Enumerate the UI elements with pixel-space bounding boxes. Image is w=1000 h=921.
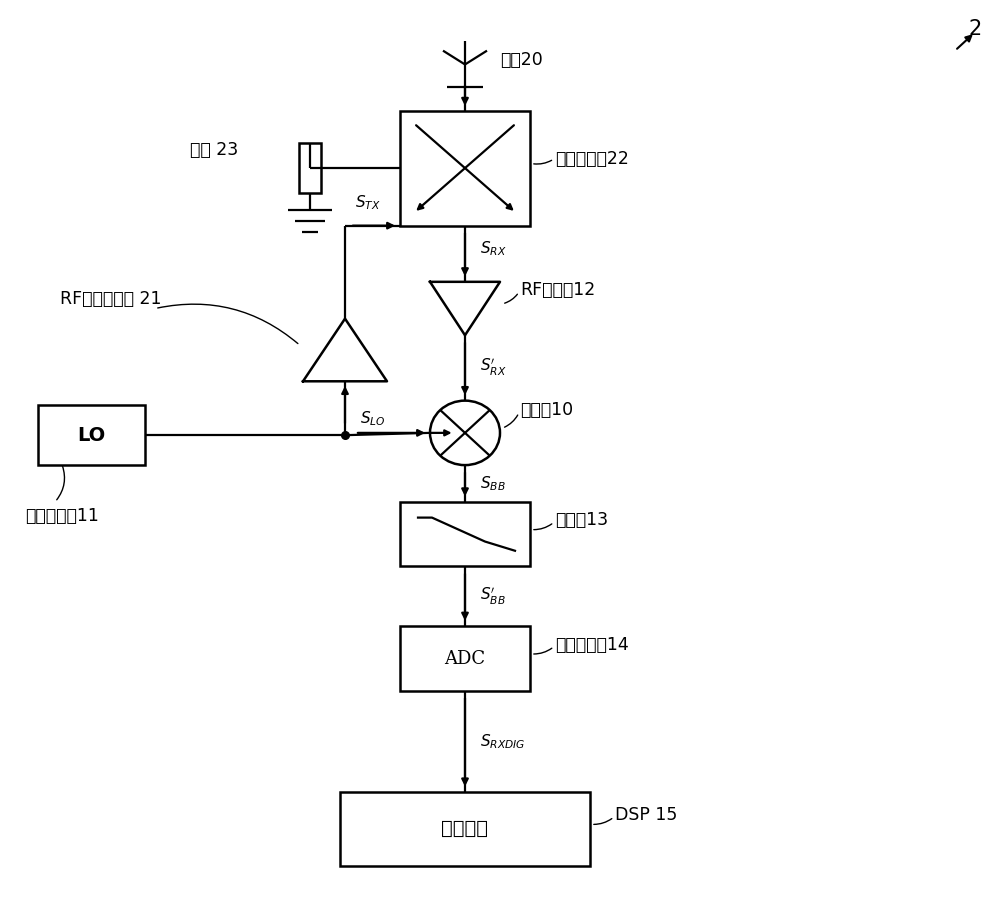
Text: 信号处理: 信号处理 xyxy=(441,820,488,838)
Text: $S_{RX}^{\prime}$: $S_{RX}^{\prime}$ xyxy=(480,357,507,379)
Text: 本机振荡器11: 本机振荡器11 xyxy=(25,507,99,525)
Text: RF功率放大器 21: RF功率放大器 21 xyxy=(60,290,162,309)
Bar xyxy=(400,502,530,566)
Text: 2: 2 xyxy=(968,19,982,40)
Text: RF放大器12: RF放大器12 xyxy=(520,281,595,299)
Text: $S_{BB}^{\prime}$: $S_{BB}^{\prime}$ xyxy=(480,586,506,607)
Text: 终端 23: 终端 23 xyxy=(190,141,238,158)
Text: 模数转换器14: 模数转换器14 xyxy=(555,635,629,654)
Text: $S_{BB}$: $S_{BB}$ xyxy=(480,474,506,493)
Text: LO: LO xyxy=(77,426,106,445)
Text: $S_{RX}$: $S_{RX}$ xyxy=(480,239,507,259)
Bar xyxy=(299,143,321,193)
Bar xyxy=(400,626,530,691)
Text: 混合器10: 混合器10 xyxy=(520,401,573,419)
Text: $S_{TX}$: $S_{TX}$ xyxy=(355,193,381,212)
Text: 定向耦合器22: 定向耦合器22 xyxy=(555,150,629,168)
Bar xyxy=(400,111,530,226)
Text: $S_{RXDIG}$: $S_{RXDIG}$ xyxy=(480,732,525,751)
Text: DSP 15: DSP 15 xyxy=(615,806,677,824)
Text: $S_{LO}$: $S_{LO}$ xyxy=(360,409,386,428)
Text: 滤波器13: 滤波器13 xyxy=(555,511,608,530)
Bar xyxy=(340,792,590,866)
Text: ADC: ADC xyxy=(444,649,486,668)
Bar xyxy=(38,405,145,465)
Text: 天线20: 天线20 xyxy=(500,51,543,69)
